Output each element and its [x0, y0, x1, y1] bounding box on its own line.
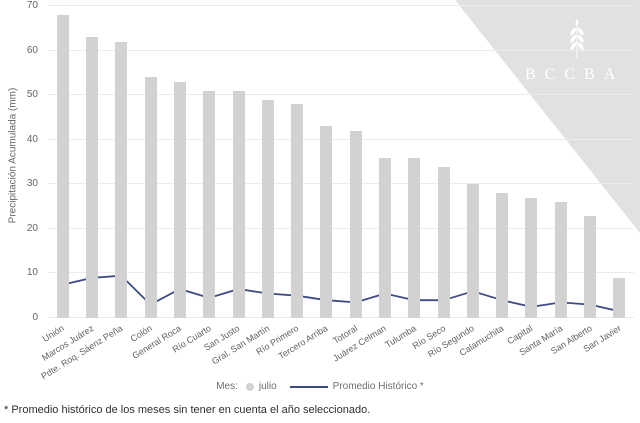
gridline [48, 5, 634, 6]
legend-prefix: Mes: [216, 381, 238, 392]
gridline [48, 49, 634, 51]
legend-line-swatch[interactable] [289, 385, 328, 388]
legend-bar-swatch[interactable] [245, 382, 254, 391]
y-axis-tick-label: 60 [26, 44, 38, 56]
bar[interactable] [378, 157, 391, 318]
y-axis-tick-label: 10 [26, 267, 38, 279]
bar[interactable] [320, 126, 333, 318]
bar[interactable] [232, 90, 245, 318]
logo-text: BCCBA [525, 66, 625, 83]
bar[interactable] [496, 193, 509, 318]
y-axis-tick-label: 20 [26, 222, 38, 234]
gridline [48, 227, 634, 229]
bar[interactable] [613, 277, 626, 318]
gridline [48, 183, 634, 185]
wheat-icon [570, 19, 584, 59]
y-axis-tick-label: 30 [26, 178, 38, 190]
gridline [48, 94, 634, 96]
legend-line-label[interactable]: Promedio Histórico * [332, 381, 424, 392]
bar[interactable] [408, 157, 421, 318]
legend-bar-label[interactable]: julio [258, 381, 277, 392]
bar[interactable] [173, 81, 186, 318]
bar[interactable] [115, 41, 128, 318]
y-axis-tick-label: 70 [26, 0, 38, 11]
bar[interactable] [554, 202, 567, 318]
bar[interactable] [291, 104, 304, 318]
plot-area [48, 5, 634, 318]
bar[interactable] [525, 197, 538, 318]
footnote: * Promedio histórico de los meses sin te… [4, 404, 371, 416]
legend: Mes: julio Promedio Histórico * [0, 381, 640, 392]
bar[interactable] [56, 14, 69, 318]
y-axis-ticks: 0 10 20 30 40 50 60 70 [0, 0, 42, 323]
y-axis-tick-label: 0 [32, 312, 38, 323]
gridline [48, 272, 634, 274]
bar[interactable] [349, 130, 362, 318]
bar[interactable] [584, 215, 596, 318]
bar[interactable] [203, 90, 216, 318]
bar[interactable] [437, 166, 450, 318]
bar[interactable] [86, 37, 98, 318]
x-axis-labels: Unión Marcos Juárez Pdte. Roq. Sáenz Peña C… [40, 323, 623, 381]
gridline [48, 138, 634, 140]
bar[interactable] [466, 184, 479, 318]
y-axis-tick-label: 50 [26, 89, 38, 101]
gridline [48, 317, 634, 318]
bar[interactable] [261, 99, 274, 318]
bar[interactable] [144, 77, 157, 318]
y-axis-tick-label: 40 [26, 133, 38, 145]
